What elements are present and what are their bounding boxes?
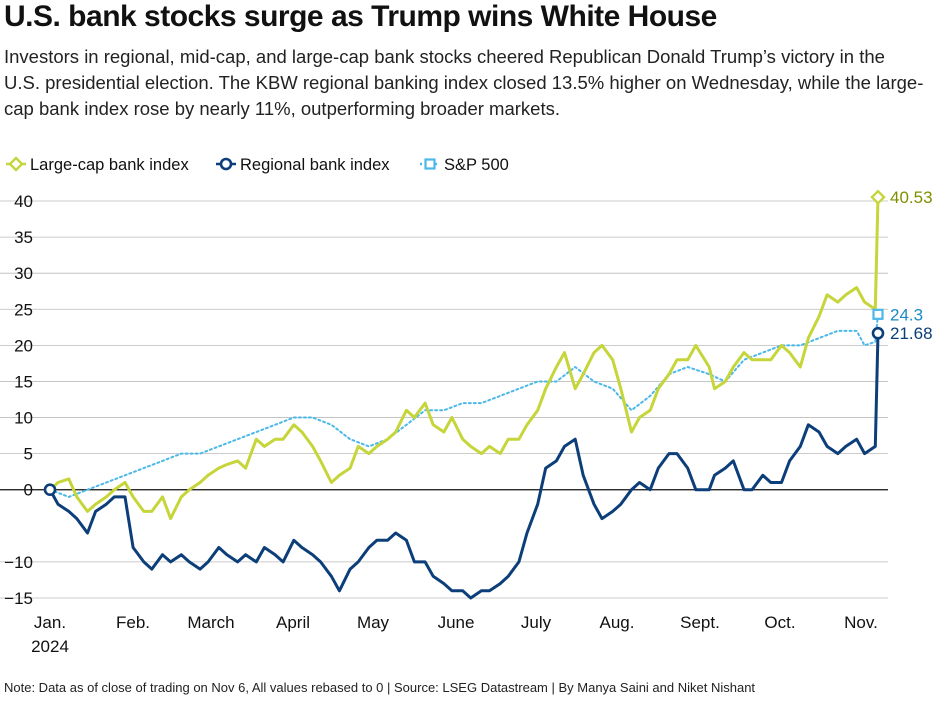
x-tick-label: Feb. bbox=[116, 613, 150, 632]
y-tick-label: 35 bbox=[14, 228, 33, 247]
legend-circle-marker bbox=[219, 157, 233, 171]
end-marker-circle bbox=[871, 326, 885, 340]
chart-subtitle: Investors in regional, mid-cap, and larg… bbox=[4, 46, 924, 119]
y-tick-label: 10 bbox=[14, 409, 33, 428]
legend-item: S&P 500 bbox=[420, 156, 509, 174]
end-value-label: 24.3 bbox=[890, 305, 923, 324]
y-axis-ticks: 40 35 30 25 20 15 10 5 0 −10 −15 bbox=[4, 192, 33, 608]
y-tick-label: 0 bbox=[24, 481, 33, 500]
legend-square-marker bbox=[424, 158, 436, 170]
y-tick-label: 20 bbox=[14, 336, 33, 355]
y-tick-label: −10 bbox=[4, 553, 33, 572]
legend-label: Large-cap bank index bbox=[30, 156, 189, 174]
x-tick-label: June bbox=[438, 613, 475, 632]
x-tick-label: Nov. bbox=[844, 613, 878, 632]
end-value-label: 40.53 bbox=[890, 188, 933, 207]
end-marker-square bbox=[872, 308, 884, 320]
y-tick-label: 30 bbox=[14, 264, 33, 283]
legend-label: Regional bank index bbox=[240, 156, 390, 174]
y-tick-label: 25 bbox=[14, 300, 33, 319]
end-marker-diamond bbox=[870, 189, 886, 205]
chart-title: U.S. bank stocks surge as Trump wins Whi… bbox=[4, 0, 717, 33]
legend-item: Large-cap bank index bbox=[6, 156, 189, 174]
x-tick-label: Oct. bbox=[764, 613, 795, 632]
series-line-large-cap-bank-index bbox=[48, 195, 880, 521]
x-tick-label: Jan. 2024 bbox=[31, 613, 69, 656]
x-tick-label: March bbox=[187, 613, 234, 632]
series-line-s-p-500 bbox=[49, 313, 879, 498]
legend: Large-cap bank index Regional bank index S… bbox=[6, 156, 509, 174]
x-tick-label: Sept. bbox=[680, 613, 720, 632]
legend-label: S&P 500 bbox=[444, 156, 509, 174]
source-note: Note: Data as of close of trading on Nov… bbox=[4, 680, 756, 695]
legend-item: Regional bank index bbox=[216, 156, 390, 174]
x-tick-label: July bbox=[521, 613, 552, 632]
x-tick-label: May bbox=[357, 613, 390, 632]
series-line-regional-bank-index bbox=[48, 331, 880, 600]
x-tick-label: April bbox=[276, 613, 310, 632]
gridlines bbox=[0, 200, 888, 599]
end-value-label: 21.68 bbox=[890, 324, 933, 343]
y-tick-label: 15 bbox=[14, 372, 33, 391]
start-marker bbox=[43, 483, 57, 497]
y-tick-label: −15 bbox=[4, 589, 33, 608]
legend-diamond-marker bbox=[8, 156, 24, 172]
y-tick-label: 5 bbox=[24, 445, 33, 464]
x-axis-ticks: Jan. 2024 Feb. March April May June July Aug. Sep… bbox=[31, 613, 878, 656]
x-tick-label: Aug. bbox=[600, 613, 635, 632]
y-tick-label: 40 bbox=[14, 192, 33, 211]
series-lines bbox=[48, 195, 880, 600]
